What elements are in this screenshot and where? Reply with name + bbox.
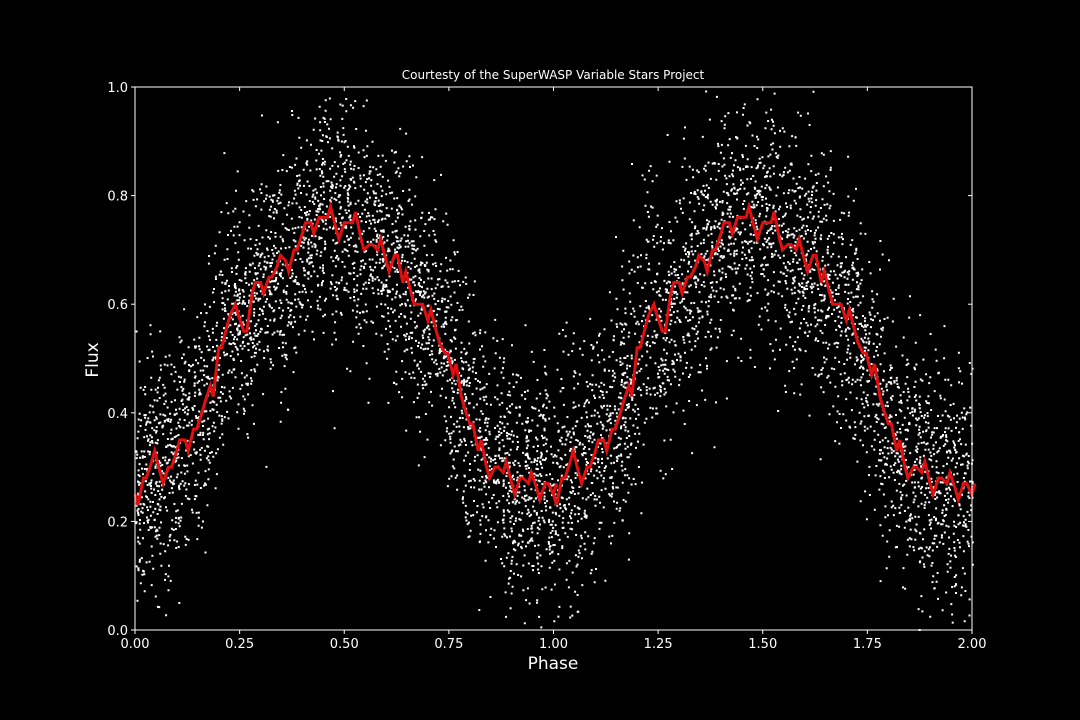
x-axis-ticks: 0.00 0.25 0.50 0.75 1.00 1.25 1.50 1.75 2.00 <box>121 87 987 652</box>
x-tick-label: 0.50 <box>330 637 359 652</box>
x-axis-label: Phase <box>528 654 579 674</box>
y-axis-ticks: 0.0 0.2 0.4 0.6 0.8 1.0 <box>107 81 972 639</box>
binned-light-curve <box>133 200 977 506</box>
x-tick-label: 1.25 <box>644 637 673 652</box>
y-tick-label: 0.2 <box>107 515 128 530</box>
y-tick-label: 0.0 <box>107 624 128 639</box>
y-tick-label: 0.4 <box>107 407 128 422</box>
x-tick-label: 2.00 <box>958 637 987 652</box>
y-tick-label: 0.6 <box>107 298 128 313</box>
x-tick-label: 0.75 <box>434 637 463 652</box>
x-tick-label: 1.50 <box>748 637 777 652</box>
x-tick-label: 0.00 <box>121 637 150 652</box>
x-tick-label: 1.00 <box>539 637 568 652</box>
x-tick-label: 0.25 <box>225 637 254 652</box>
binned-curve-line <box>133 200 977 506</box>
chart-title: Courtesty of the SuperWASP Variable Star… <box>402 68 705 82</box>
x-tick-label: 1.75 <box>853 637 882 652</box>
y-tick-label: 1.0 <box>107 81 128 96</box>
y-tick-label: 0.8 <box>107 190 128 205</box>
y-axis-label: Flux <box>83 342 103 377</box>
